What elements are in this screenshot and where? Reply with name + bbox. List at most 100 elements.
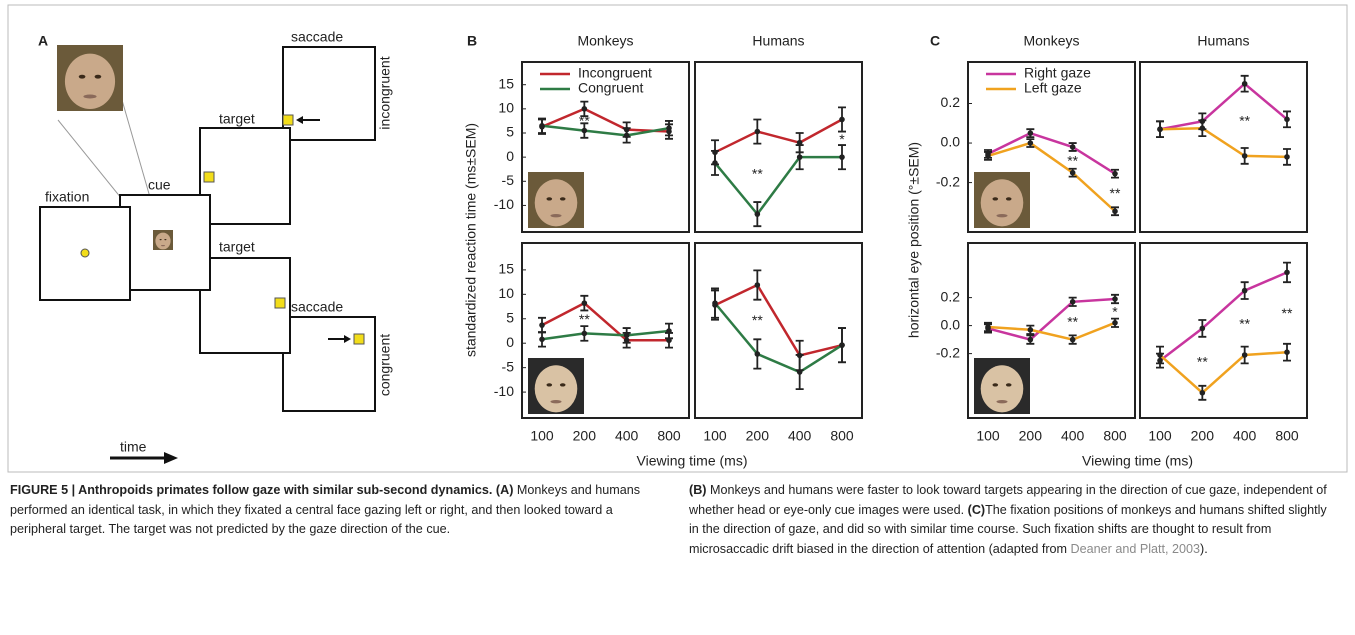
data-point bbox=[839, 116, 845, 123]
subplot-frame bbox=[521, 242, 690, 419]
column-title: Humans bbox=[752, 33, 804, 49]
data-point bbox=[1069, 144, 1076, 150]
face-images bbox=[57, 45, 1030, 414]
data-point bbox=[754, 351, 761, 357]
x-tick-label: 100 bbox=[1148, 428, 1172, 444]
subplot-frame bbox=[1139, 61, 1308, 233]
significance: ** bbox=[1067, 313, 1078, 329]
x-tick-label: 400 bbox=[1061, 428, 1085, 444]
data-point bbox=[985, 324, 991, 330]
y-tick-label: 0 bbox=[506, 148, 514, 164]
caption-text: The fixation positions of monkeys and hu… bbox=[689, 502, 1327, 556]
data-point bbox=[1027, 130, 1034, 136]
data-point bbox=[1199, 325, 1206, 332]
x-tick-label: 200 bbox=[1019, 428, 1043, 444]
data-point bbox=[539, 336, 545, 343]
data-point bbox=[539, 122, 545, 129]
legend-label: Congruent bbox=[578, 80, 643, 96]
data-point bbox=[1112, 170, 1118, 177]
data-point bbox=[581, 127, 588, 134]
x-tick-label: 100 bbox=[530, 428, 554, 444]
series-line bbox=[987, 141, 1116, 213]
monkey-face bbox=[57, 45, 123, 111]
y-tick-label: 0.0 bbox=[941, 316, 961, 332]
series-line bbox=[541, 124, 670, 137]
subplot-frame bbox=[967, 242, 1136, 419]
panel-label: A bbox=[38, 33, 48, 49]
column-title: Monkeys bbox=[577, 33, 633, 49]
data-point bbox=[623, 332, 630, 339]
target-square bbox=[274, 297, 286, 309]
data-point bbox=[754, 282, 761, 288]
step-label: cue bbox=[148, 177, 171, 193]
face-mouth bbox=[161, 245, 165, 247]
data-point bbox=[1241, 352, 1248, 358]
face-eye bbox=[546, 197, 553, 201]
face-eye bbox=[546, 383, 553, 387]
data-point bbox=[1112, 320, 1118, 326]
y-tick-label: 15 bbox=[498, 261, 514, 277]
series-line bbox=[714, 118, 843, 154]
data-point bbox=[712, 160, 718, 166]
significance: ** bbox=[1239, 113, 1250, 129]
series-line bbox=[1159, 82, 1288, 131]
subplot-frame bbox=[1139, 242, 1308, 419]
significance: ** bbox=[752, 166, 763, 182]
legend-label: Left gaze bbox=[1024, 80, 1082, 96]
significance: ** bbox=[1239, 316, 1250, 332]
data-point bbox=[1199, 390, 1206, 396]
legend-label: Right gaze bbox=[1024, 65, 1091, 81]
x-tick-label: 100 bbox=[703, 428, 727, 444]
significance: ** bbox=[1067, 153, 1078, 169]
x-tick-label: 400 bbox=[788, 428, 812, 444]
part-label: (A) bbox=[495, 483, 514, 497]
series-line bbox=[1159, 350, 1288, 395]
face-eye bbox=[94, 74, 102, 79]
y-tick-label: -0.2 bbox=[936, 344, 960, 360]
series-line bbox=[987, 297, 1116, 341]
data-point bbox=[754, 211, 761, 217]
caption-text: Monkeys and humans performed an identica… bbox=[10, 483, 641, 537]
data-point bbox=[1284, 349, 1290, 356]
face-eye bbox=[1005, 383, 1012, 387]
target-square bbox=[203, 171, 215, 183]
fixation-dot bbox=[80, 248, 90, 258]
monkey-face bbox=[153, 230, 173, 250]
target-square bbox=[353, 333, 365, 345]
arrowhead bbox=[344, 335, 351, 343]
face-eye bbox=[992, 383, 999, 387]
face-skin bbox=[980, 365, 1024, 413]
step-label: target bbox=[219, 239, 255, 255]
data-point bbox=[1027, 140, 1034, 146]
caption-text: ). bbox=[1200, 541, 1208, 556]
caption-title: FIGURE 5 | Anthropoids primates follow g… bbox=[10, 483, 493, 497]
data-point bbox=[796, 139, 803, 146]
data-point bbox=[581, 300, 588, 306]
x-tick-label: 200 bbox=[746, 428, 770, 444]
data-point bbox=[1284, 269, 1290, 276]
data-point bbox=[1069, 299, 1076, 305]
y-tick-label: 15 bbox=[498, 75, 514, 91]
face-eye bbox=[559, 383, 566, 387]
part-label: (B) bbox=[689, 483, 707, 497]
data-point bbox=[754, 128, 761, 135]
part-label: (C) bbox=[967, 502, 986, 517]
citation-link[interactable]: Deaner and Platt, 2003 bbox=[1070, 541, 1201, 556]
y-tick-label: 0.0 bbox=[941, 134, 961, 150]
x-tick-label: 800 bbox=[1275, 428, 1299, 444]
significance: * bbox=[1112, 304, 1118, 320]
data-point bbox=[539, 322, 545, 328]
y-tick-label: 5 bbox=[506, 124, 514, 140]
step-label: congruent bbox=[377, 334, 393, 396]
x-tick-label: 100 bbox=[976, 428, 1000, 444]
significance: ** bbox=[579, 112, 590, 128]
axis-title: Viewing time (ms) bbox=[637, 453, 748, 469]
series-line bbox=[541, 301, 669, 342]
face-eye bbox=[164, 239, 167, 241]
series-line bbox=[987, 321, 1116, 341]
figure-frame bbox=[7, 4, 1348, 473]
face-skin bbox=[980, 179, 1024, 227]
y-tick-label: 0 bbox=[506, 334, 514, 350]
data-point bbox=[1027, 327, 1034, 333]
step-label: saccade bbox=[291, 299, 343, 315]
